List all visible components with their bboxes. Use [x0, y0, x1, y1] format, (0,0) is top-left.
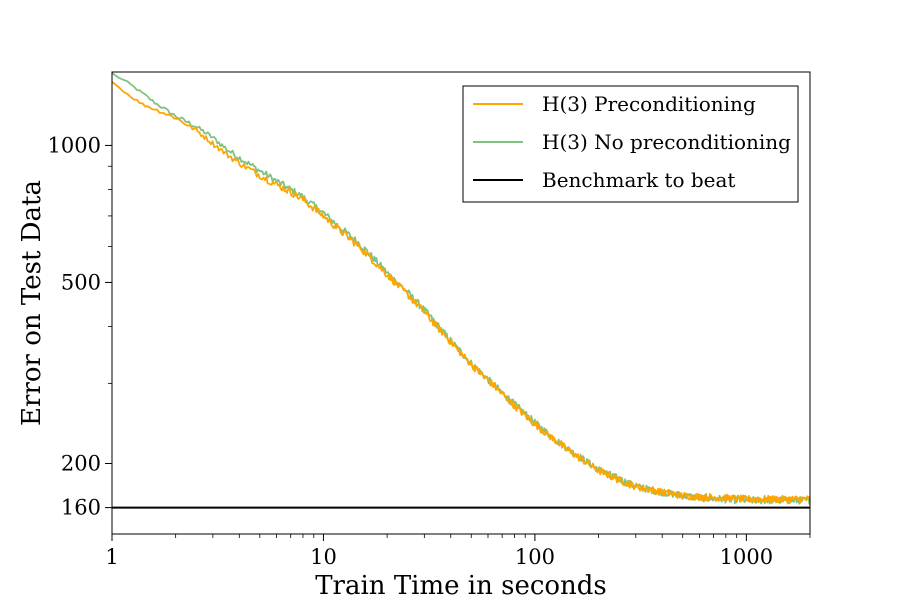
series-line-0 [111, 81, 811, 504]
x-tick-label: 1 [105, 545, 118, 569]
x-tick-label: 100 [515, 545, 555, 569]
plot-frame [111, 71, 811, 535]
legend-label: Benchmark to beat [542, 168, 735, 192]
y-axis-ticks: 160 200 500 1000 [48, 133, 112, 520]
y-axis-label: Error on Test Data [17, 180, 47, 426]
legend-label: H(3) Preconditioning [542, 92, 756, 116]
y-tick-label: 500 [61, 270, 101, 294]
y-tick-label: 160 [61, 496, 101, 520]
legend: H(3) Preconditioning H(3) No precondition… [462, 85, 799, 203]
legend-box [462, 85, 799, 203]
x-tick-label: 10 [310, 545, 337, 569]
legend-label: H(3) No preconditioning [542, 130, 791, 154]
x-tick-label: 1000 [720, 545, 773, 569]
legend-items: H(3) Preconditioning H(3) No precondition… [473, 92, 791, 192]
x-axis-ticks: 1 10 100 1000 [105, 534, 811, 569]
y-tick-label: 200 [61, 452, 101, 476]
x-axis-label: Train Time in seconds [315, 571, 607, 600]
plot-area [111, 71, 811, 535]
series-layer [111, 72, 811, 509]
y-tick-label: 1000 [48, 133, 101, 157]
